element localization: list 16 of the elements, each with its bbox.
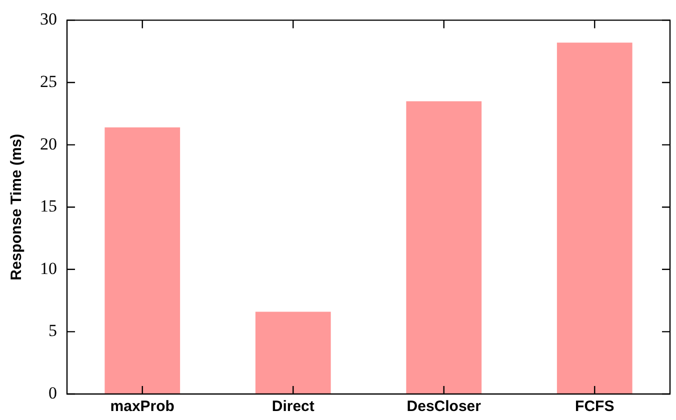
x-tick-label: FCFS bbox=[575, 398, 614, 416]
bar bbox=[255, 312, 331, 394]
y-tick-label: 25 bbox=[40, 72, 57, 91]
x-tick-label: DesCloser bbox=[406, 398, 482, 416]
y-tick-label: 10 bbox=[40, 258, 57, 278]
x-tick-label: maxProb bbox=[110, 398, 174, 416]
y-tick-label: 5 bbox=[48, 321, 57, 340]
bar bbox=[556, 42, 632, 394]
x-tick-label: Direct bbox=[272, 398, 314, 416]
bar bbox=[104, 127, 180, 394]
bar bbox=[406, 101, 482, 394]
y-tick-label: 0 bbox=[48, 383, 57, 402]
y-tick-label: 30 bbox=[40, 10, 57, 29]
y-tick-label: 15 bbox=[40, 196, 57, 216]
y-axis-title: Response Time (ms) bbox=[8, 134, 26, 280]
y-tick-label: 20 bbox=[40, 134, 57, 154]
